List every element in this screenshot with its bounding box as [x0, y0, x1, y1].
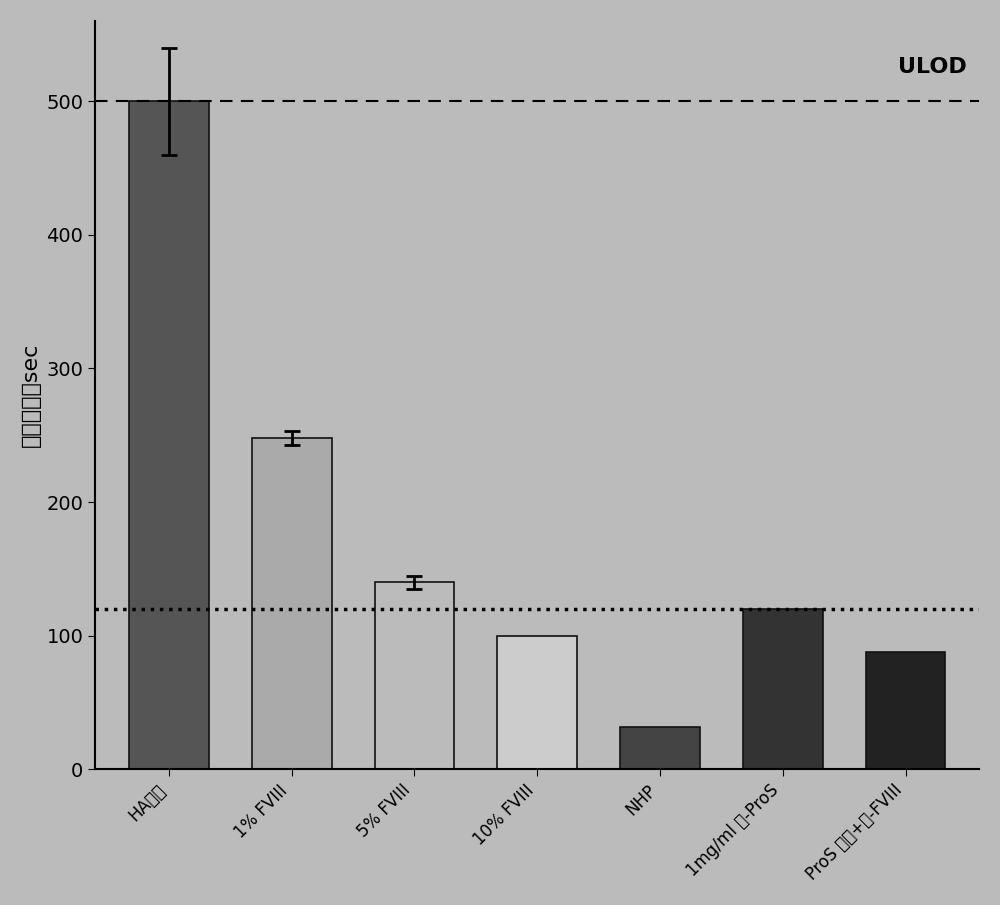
- Bar: [497, 636, 577, 769]
- Bar: [743, 609, 823, 769]
- Bar: [620, 727, 700, 769]
- Bar: [375, 582, 454, 769]
- Bar: [866, 652, 945, 769]
- Text: ULOD: ULOD: [898, 57, 967, 77]
- Bar: [129, 101, 209, 769]
- Y-axis label: 凝血时间，sec: 凝血时间，sec: [21, 343, 41, 447]
- Bar: [252, 438, 332, 769]
